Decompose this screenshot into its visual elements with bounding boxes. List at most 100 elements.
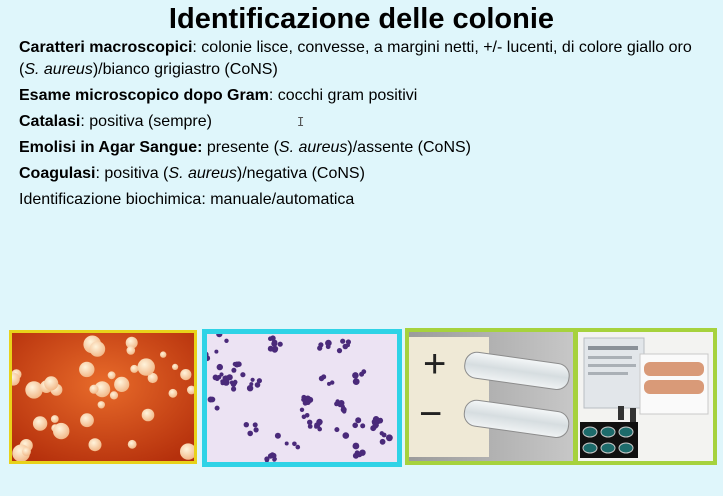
colonies-agar-photo	[9, 330, 197, 464]
colony-dot	[12, 372, 20, 386]
colony-dot	[53, 422, 70, 440]
colony-dot	[80, 413, 94, 428]
tubes-image: + −	[409, 332, 573, 461]
label-catalase: Catalasi	[19, 113, 81, 130]
coccus-dot	[352, 422, 358, 429]
coccus-dot	[336, 348, 343, 354]
coccus-dot	[359, 371, 365, 377]
coccus-dot	[295, 444, 301, 450]
coccus-dot	[340, 338, 346, 344]
coccus-dot	[330, 380, 335, 385]
coccus-dot	[355, 417, 362, 424]
colony-dot	[114, 376, 130, 392]
coccus-dot	[335, 399, 340, 404]
coccus-dot	[214, 349, 219, 354]
coccus-dot	[231, 386, 237, 392]
coccus-dot	[307, 424, 313, 429]
colonies-image	[12, 333, 194, 461]
coccus-dot	[232, 361, 238, 367]
species-name: S. aureus	[278, 139, 348, 156]
coagulase-tubes-photo: + −	[405, 328, 577, 465]
coccus-dot	[253, 427, 259, 433]
label-gram: Esame microscopico dopo Gram	[19, 87, 269, 104]
coccus-dot	[386, 434, 393, 442]
coccus-dot	[222, 376, 227, 380]
text-macroscopic-1: : colonie lisce, convesse, a margini net…	[19, 39, 692, 78]
coccus-dot	[231, 367, 237, 373]
coccus-dot	[337, 402, 343, 408]
coccus-dot	[216, 363, 223, 371]
coccus-dot	[247, 430, 253, 437]
coccus-dot	[381, 432, 387, 438]
coccus-dot	[216, 334, 220, 335]
text-gram: : cocchi gram positivi	[268, 87, 418, 104]
species-name: S. aureus	[168, 165, 237, 182]
text-coagulase-2: )/negativa (CoNS)	[236, 165, 365, 182]
coccus-dot	[207, 351, 209, 357]
coccus-dot	[240, 372, 246, 378]
coccus-dot	[292, 441, 297, 447]
slide-title: Identificazione delle colonie	[168, 3, 555, 35]
colony-dot	[97, 401, 106, 409]
label-hemolysis: Emolisi in Agar Sangue:	[19, 139, 203, 156]
colony-dot	[50, 415, 59, 423]
line-gram: Esame microscopico dopo Gram: cocchi gra…	[19, 85, 709, 107]
coccus-dot	[327, 381, 331, 386]
coccus-dot	[352, 452, 359, 459]
gram-stain-image	[207, 334, 397, 462]
coccus-dot	[284, 441, 289, 446]
colony-dot	[130, 364, 139, 373]
colony-dot	[187, 385, 194, 395]
colony-dot	[89, 384, 99, 394]
coccus-dot	[264, 458, 269, 462]
coccus-dot	[256, 378, 262, 384]
coccus-dot	[299, 407, 305, 412]
negative-label: −	[419, 392, 442, 436]
coccus-dot	[342, 409, 347, 414]
colony-dot	[88, 438, 102, 452]
text-catalase: : positiva (sempre)	[80, 113, 212, 130]
coccus-dot	[352, 378, 360, 385]
coccus-dot	[352, 442, 360, 450]
coccus-dot	[224, 338, 229, 343]
line-coagulase: Coagulasi: positiva (S. aureus)/negativa…	[19, 163, 709, 185]
text-hemolysis-2: )/assente (CoNS)	[347, 139, 471, 156]
coccus-dot	[318, 375, 325, 382]
coccus-dot	[304, 395, 311, 402]
kit-image	[578, 332, 713, 461]
coccus-dot	[216, 334, 223, 338]
colony-dot	[137, 358, 155, 376]
colony-dot	[127, 439, 137, 449]
coccus-dot	[317, 426, 322, 432]
colony-dot	[125, 336, 138, 349]
text-hemolysis-1: presente (	[202, 139, 279, 156]
line-biochemical: Identificazione biochimica: manuale/auto…	[19, 189, 709, 211]
coccus-dot	[352, 372, 359, 379]
coccus-dot	[360, 423, 366, 429]
colony-dot	[141, 408, 155, 422]
text-macroscopic-2: )/bianco grigiastro (CoNS)	[92, 61, 278, 78]
coccus-dot	[301, 414, 307, 420]
coccus-dot	[373, 422, 379, 428]
colony-dot	[126, 346, 136, 355]
colony-dot	[147, 372, 158, 384]
label-macroscopic: Caratteri macroscopici	[19, 39, 193, 56]
positive-label: +	[423, 342, 446, 386]
coccus-dot	[342, 343, 349, 350]
colony-dot	[89, 341, 106, 357]
coccus-dot	[271, 346, 278, 353]
coccus-dot	[207, 355, 208, 359]
colony-dot	[94, 381, 111, 398]
coccus-dot	[372, 416, 380, 423]
biochemical-kit-photo	[574, 328, 717, 465]
colony-dot	[79, 361, 95, 378]
coccus-dot	[207, 355, 211, 362]
coccus-dot	[325, 339, 332, 347]
coccus-dot	[342, 432, 350, 439]
coccus-dot	[212, 374, 219, 381]
coccus-dot	[209, 396, 216, 403]
colony-dot	[22, 447, 31, 456]
gram-stain-photo	[202, 329, 402, 467]
species-name: S. aureus	[24, 61, 93, 78]
coccus-dot	[252, 422, 258, 428]
